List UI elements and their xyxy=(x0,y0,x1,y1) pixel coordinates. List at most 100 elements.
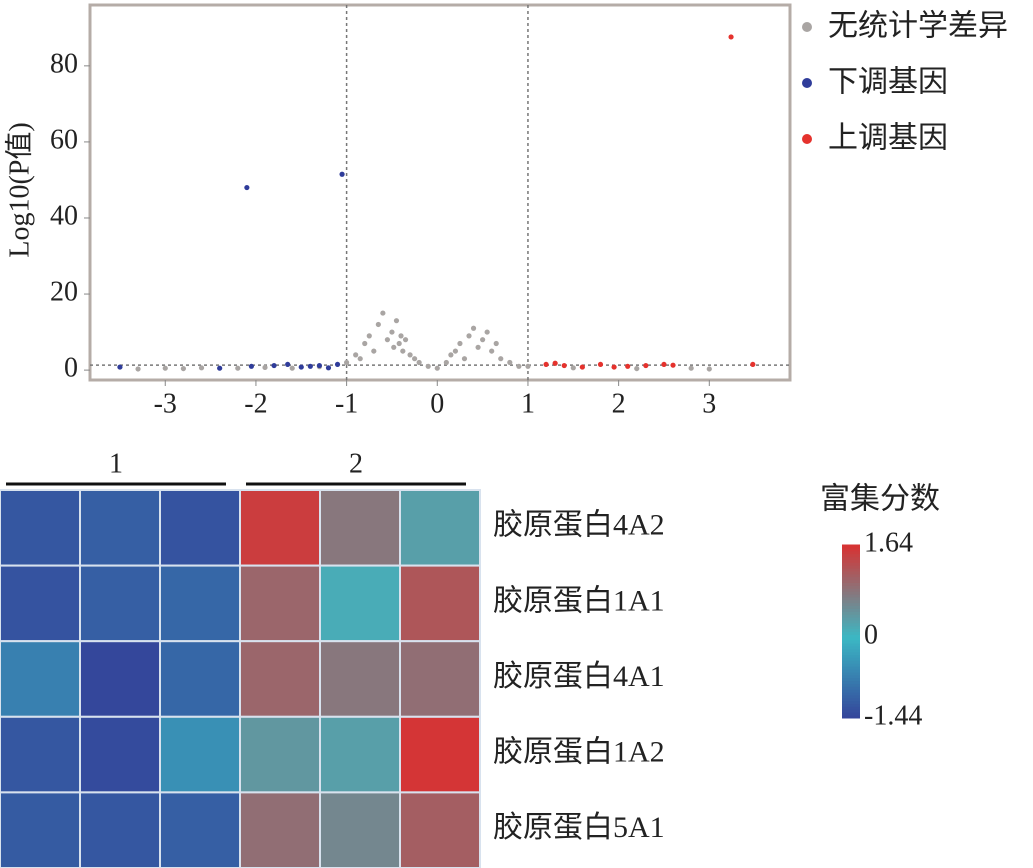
colorbar-step xyxy=(842,576,860,581)
point xyxy=(561,362,567,369)
point xyxy=(688,365,694,371)
colorbar-step xyxy=(842,656,860,661)
colorbar-step xyxy=(842,645,860,650)
x-tick-label: 1 xyxy=(521,388,535,419)
point xyxy=(384,337,391,343)
point xyxy=(670,362,676,368)
point xyxy=(391,344,397,350)
colorbar-step xyxy=(842,567,860,572)
point xyxy=(380,310,386,316)
point xyxy=(244,184,250,191)
colorbar-step xyxy=(842,703,860,707)
point xyxy=(475,344,481,350)
legend-marker xyxy=(802,78,812,88)
point xyxy=(543,361,549,368)
colorbar-step xyxy=(842,648,860,653)
point xyxy=(271,362,277,369)
x-tick-label: -3 xyxy=(154,388,177,419)
point xyxy=(516,363,522,369)
colorbar-step xyxy=(842,547,860,552)
point xyxy=(412,356,418,362)
heatmap-cell xyxy=(0,791,81,868)
point xyxy=(525,363,531,369)
point xyxy=(643,362,649,369)
heatmap-cell xyxy=(159,791,241,868)
heatmap-cell xyxy=(159,715,241,794)
point xyxy=(461,356,468,362)
point xyxy=(375,321,381,328)
colorbar-step xyxy=(842,587,860,592)
point xyxy=(371,348,377,354)
colorbar-step xyxy=(842,694,860,699)
y-tick-label: 80 xyxy=(50,48,78,79)
point xyxy=(393,318,400,324)
point xyxy=(325,365,332,371)
colorbar-step xyxy=(842,599,860,604)
row-label: 胶原蛋白4A2 xyxy=(493,509,665,542)
point xyxy=(493,340,499,347)
point xyxy=(357,356,363,362)
colorbar-step xyxy=(842,636,860,641)
legend-marker xyxy=(802,134,812,144)
heatmap-cell xyxy=(319,564,401,643)
point xyxy=(452,348,459,354)
heatmap-cell xyxy=(319,640,401,718)
heatmap-cell xyxy=(399,640,481,718)
group-label: 2 xyxy=(349,448,363,479)
heatmap-cell xyxy=(79,564,161,643)
colorbar-step xyxy=(842,711,860,716)
heatmap-cell xyxy=(79,640,161,718)
colorbar-step xyxy=(842,613,860,618)
colorbar-step xyxy=(842,700,860,705)
x-tick-label: -1 xyxy=(335,388,358,419)
legend-marker xyxy=(802,22,812,32)
colorbar-step xyxy=(842,651,860,656)
colorbar-step xyxy=(842,680,860,684)
point xyxy=(407,352,413,358)
colorbar-step xyxy=(842,619,860,624)
point xyxy=(344,359,350,366)
point xyxy=(248,363,254,369)
point xyxy=(489,348,495,354)
point xyxy=(334,361,341,368)
point xyxy=(706,366,712,372)
colorbar-step xyxy=(842,550,860,555)
point xyxy=(611,364,617,370)
colorbar-step xyxy=(842,573,860,578)
heatmap-cell xyxy=(399,791,481,868)
x-tick-label: 2 xyxy=(612,388,626,419)
colorbar-step xyxy=(842,564,860,569)
colorbar-step xyxy=(842,662,860,667)
point xyxy=(661,361,667,368)
x-tick-label: 0 xyxy=(430,388,444,419)
point xyxy=(353,352,359,358)
y-axis-label: Log10(P值) xyxy=(3,122,35,257)
point xyxy=(597,361,604,368)
point xyxy=(135,366,141,372)
colorbar-tick-label: 1.64 xyxy=(864,527,913,558)
colorbar-step xyxy=(842,625,860,630)
heatmap-cell xyxy=(319,715,401,794)
point xyxy=(298,364,304,370)
point xyxy=(180,365,186,372)
colorbar-step xyxy=(842,553,860,558)
point xyxy=(398,333,404,339)
colorbar-step xyxy=(842,671,860,676)
heatmap-cell xyxy=(239,640,321,718)
colorbar-step xyxy=(842,610,860,615)
x-tick-label: 3 xyxy=(702,388,716,419)
row-label: 胶原蛋白4A1 xyxy=(493,660,665,693)
heatmap-cell xyxy=(79,715,161,794)
colorbar-title: 富集分数 xyxy=(820,482,940,517)
colorbar-step xyxy=(842,556,860,560)
colorbar-tick-label: -1.44 xyxy=(864,700,922,731)
point xyxy=(443,359,449,366)
x-tick-label: -2 xyxy=(244,388,267,419)
colorbar-step xyxy=(842,705,860,710)
point xyxy=(316,362,323,369)
point xyxy=(285,361,291,368)
colorbar-step xyxy=(842,674,860,679)
colorbar-step xyxy=(842,605,860,609)
colorbar-step xyxy=(842,631,860,635)
